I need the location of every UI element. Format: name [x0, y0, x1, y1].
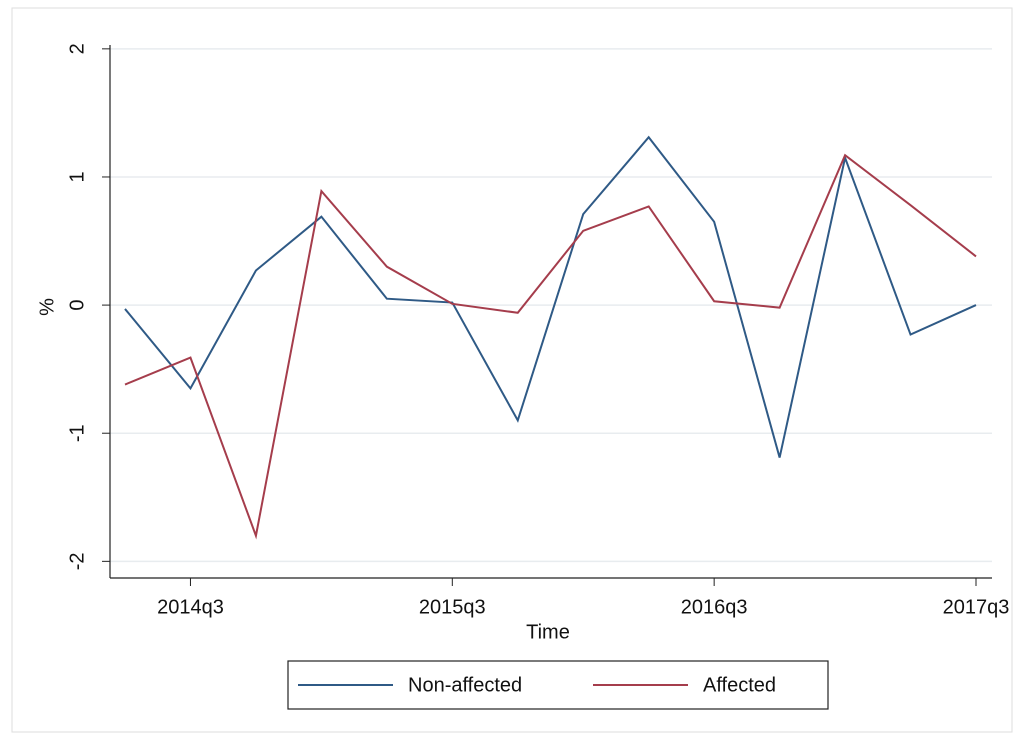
series-line [124, 135, 977, 458]
legend-label: Affected [703, 674, 776, 696]
y-axis-title: % [36, 298, 58, 316]
legend-label: Non-affected [408, 674, 522, 696]
series-line [124, 153, 977, 540]
x-tick-label: 2014q3 [157, 596, 224, 618]
x-tick-label: 2016q3 [681, 596, 748, 618]
x-tick-label: 2015q3 [419, 596, 486, 618]
frame [11, 7, 1013, 733]
y-tick-label: 0 [66, 300, 88, 311]
y-tick-label: 1 [66, 171, 88, 182]
x-tick-label: 2017q3 [943, 596, 1010, 618]
y-tick-label: 2 [66, 43, 88, 54]
x-axis-title: Time [526, 621, 570, 643]
y-tick-label: -1 [66, 424, 88, 442]
y-tick-label: -2 [66, 552, 88, 570]
